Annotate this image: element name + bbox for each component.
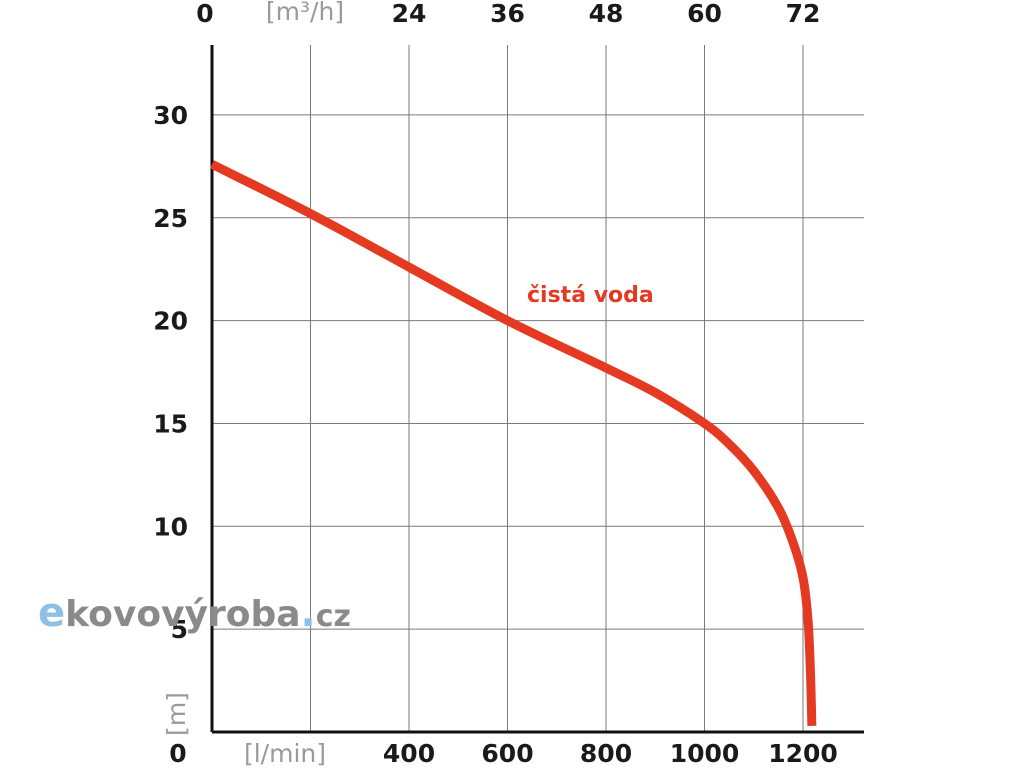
x-origin-label: 0 [169, 739, 186, 768]
x-tick-label: 400 [383, 739, 435, 768]
watermark-name: kovovýroba [65, 594, 300, 635]
x-tick-label: 1200 [768, 739, 838, 768]
x-tick-label: 600 [481, 739, 533, 768]
y-axis-unit: [m] [162, 692, 191, 736]
x-tick-label: 1000 [670, 739, 740, 768]
y-tick-label: 20 [153, 307, 188, 336]
x2-tick-label: 48 [589, 0, 624, 28]
x2-tick-label: 36 [490, 0, 525, 28]
x-tick-label: 800 [580, 739, 632, 768]
x2-origin-label: 0 [196, 0, 213, 28]
axes [210, 45, 864, 734]
x2-tick-label: 72 [786, 0, 821, 28]
series-line-clean-water [209, 160, 817, 726]
svg-text:ekovovýroba.cz: ekovovýroba.cz [38, 590, 351, 636]
watermark-prefix: e [38, 590, 65, 636]
y-tick-label: 15 [153, 409, 188, 438]
y-tick-label: 25 [153, 204, 188, 233]
x2-tick-label: 60 [687, 0, 722, 28]
x2-tick-label: 24 [392, 0, 427, 28]
y-tick-label: 10 [153, 512, 188, 541]
series [209, 160, 817, 726]
series-label-clean-water: čistá voda [527, 283, 654, 308]
watermark-suffix: cz [316, 599, 351, 634]
y-tick-label: 30 [153, 101, 188, 130]
watermark-logo: ekovovýroba.cz [38, 590, 351, 636]
watermark-dot: . [301, 590, 316, 636]
tick-labels: 400 600 800 1000 1200 0 5 10 15 20 25 30 0 24 36 48 60 72 [153, 0, 838, 768]
x2-axis-unit: [m³/h] [266, 0, 344, 26]
x-axis-unit: [l/min] [244, 739, 326, 768]
y-tick-label: 5 [171, 615, 188, 644]
